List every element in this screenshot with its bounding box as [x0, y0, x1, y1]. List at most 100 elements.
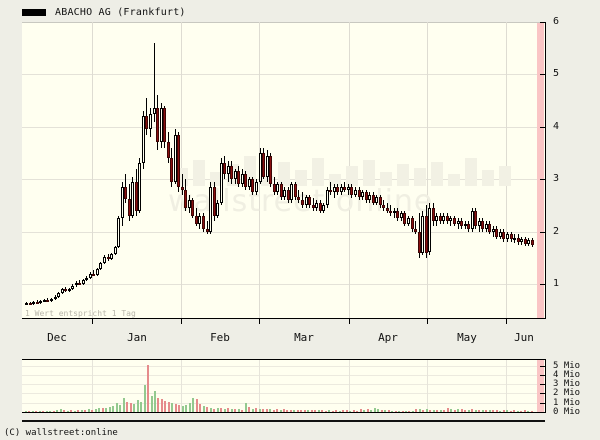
candlestick: [471, 207, 474, 232]
volume-bar: [297, 409, 299, 412]
candlestick: [54, 295, 57, 301]
candle-body-up: [375, 197, 378, 203]
candlestick: [195, 207, 198, 227]
candle-body-up: [449, 218, 452, 222]
candlestick: [506, 231, 509, 243]
volume-bar: [60, 409, 62, 412]
candle-body-down: [488, 223, 491, 232]
candlestick: [297, 189, 300, 203]
candle-body-down: [262, 152, 265, 177]
candlestick: [308, 194, 311, 208]
candlestick: [142, 111, 145, 169]
candle-wick: [457, 218, 459, 229]
candle-body-down: [414, 228, 417, 232]
candle-body-up: [216, 202, 219, 216]
candlestick: [375, 194, 378, 206]
candle-body-down: [411, 218, 414, 229]
volume-bar: [161, 398, 163, 412]
candle-wick: [153, 42, 155, 122]
candle-body-up: [85, 277, 88, 280]
candlestick: [25, 301, 28, 305]
candlestick: [57, 292, 60, 298]
candlestick: [145, 97, 148, 135]
volume-bar: [457, 408, 459, 412]
volume-bar: [531, 411, 533, 412]
candle-body-down: [358, 189, 361, 198]
candlestick: [114, 246, 117, 256]
volume-bar: [489, 410, 491, 412]
volume-bar: [307, 409, 309, 412]
candlestick: [435, 213, 438, 227]
candle-body-down: [453, 218, 456, 224]
candle-body-up: [400, 213, 403, 219]
volume-bar: [510, 410, 512, 412]
candlestick: [276, 181, 279, 195]
candle-body-up: [315, 202, 318, 208]
candle-body-down: [191, 200, 194, 216]
volume-bar: [147, 364, 149, 412]
candlestick: [177, 132, 180, 193]
candlestick: [280, 181, 283, 201]
candle-body-up: [478, 221, 481, 227]
candle-body-up: [340, 187, 343, 193]
candle-body-up: [43, 300, 46, 303]
volume-bar: [220, 407, 222, 412]
candlestick: [29, 301, 32, 305]
volume-bar: [443, 409, 445, 412]
candlestick: [485, 221, 488, 232]
candlestick: [50, 298, 53, 303]
candlestick: [513, 234, 516, 244]
candle-body-down: [524, 239, 527, 245]
price-gridline: [22, 74, 537, 75]
price-y-tick: [540, 127, 545, 128]
candle-body-down: [36, 301, 39, 304]
volume-bar: [245, 402, 247, 412]
candlestick: [322, 202, 325, 214]
candle-body-up: [25, 302, 28, 305]
candlestick: [428, 202, 431, 256]
candle-wick: [46, 297, 48, 302]
candlestick: [478, 218, 481, 232]
candle-body-up: [110, 254, 113, 260]
volume-bar: [464, 409, 466, 412]
candlestick: [78, 279, 81, 285]
candle-body-up: [513, 237, 516, 240]
candlestick: [110, 252, 113, 261]
candlestick: [449, 215, 452, 227]
volume-y-tick-label: 4 Mio: [553, 370, 581, 380]
candle-body-up: [99, 262, 102, 270]
candlestick: [517, 234, 520, 245]
volume-y-tick-label: 3 Mio: [553, 379, 581, 389]
candlestick: [39, 300, 42, 304]
candle-body-down: [312, 205, 315, 208]
candlestick: [213, 181, 216, 222]
candle-wick: [206, 221, 208, 235]
candlestick: [414, 221, 417, 235]
volume-bar: [482, 409, 484, 412]
candlestick: [531, 237, 534, 248]
candle-body-up: [421, 215, 424, 253]
candlestick: [283, 187, 286, 201]
volume-bar: [126, 401, 128, 412]
volume-bar: [405, 411, 407, 412]
volume-gridline: [22, 403, 537, 404]
candlestick: [510, 231, 513, 243]
candlestick: [350, 184, 353, 198]
price-gridline-vertical: [92, 22, 93, 319]
candle-body-up: [290, 184, 293, 201]
volume-panel-top-border: [22, 359, 545, 360]
candle-body-up: [333, 187, 336, 193]
candle-body-down: [382, 205, 385, 208]
candle-body-down: [297, 197, 300, 201]
x-axis-tick: [259, 319, 260, 324]
volume-y-tick: [540, 393, 545, 394]
candle-body-up: [428, 207, 431, 253]
volume-bar: [332, 410, 334, 412]
candle-body-up: [393, 210, 396, 214]
candlestick: [326, 187, 329, 208]
x-axis-tick: [427, 319, 428, 324]
candle-body-up: [361, 192, 364, 198]
candlestick: [411, 215, 414, 232]
candle-body-down: [531, 239, 534, 246]
candle-body-down: [308, 197, 311, 206]
